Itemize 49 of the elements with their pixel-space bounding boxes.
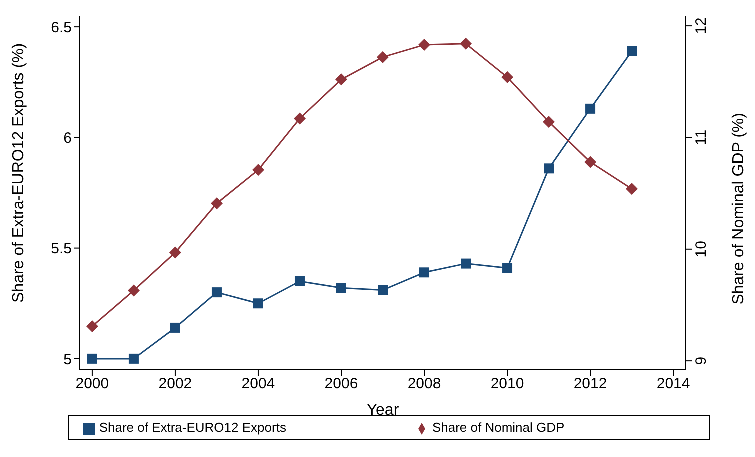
y2-axis-title: Share of Nominal GDP (%) — [730, 113, 748, 305]
y-axis-title: Share of Extra-EURO12 Exports (%) — [10, 43, 28, 303]
point — [128, 284, 140, 297]
y-tick-label: 6.5 — [51, 19, 72, 36]
point — [461, 258, 472, 269]
x-tick-label: 2006 — [324, 376, 358, 393]
x-tick-label: 2000 — [76, 376, 110, 393]
legend-label: Share of Extra-EURO12 Exports — [99, 420, 286, 435]
point — [627, 46, 638, 56]
x-tick-label: 2014 — [656, 376, 690, 393]
point — [502, 71, 514, 84]
point — [502, 263, 513, 274]
point — [210, 198, 223, 210]
y2-tick-label: 12 — [693, 18, 710, 34]
point — [420, 268, 430, 278]
point — [294, 112, 306, 125]
point — [626, 183, 638, 196]
point — [128, 354, 139, 364]
point — [336, 283, 346, 294]
x-axis-title: Year — [366, 402, 400, 419]
point — [544, 164, 554, 174]
x-tick-label: 2002 — [158, 376, 192, 393]
point — [294, 276, 305, 286]
point — [169, 246, 182, 259]
x-tick-label: 2004 — [242, 376, 276, 393]
point — [212, 288, 222, 298]
y2-tick-label: 9 — [693, 356, 710, 366]
point — [170, 322, 180, 333]
point — [252, 164, 264, 176]
point — [87, 354, 98, 364]
point — [460, 38, 472, 50]
point — [377, 51, 389, 64]
y-tick-label: 5.5 — [51, 240, 72, 258]
point — [378, 285, 388, 296]
point — [584, 156, 597, 168]
point — [418, 39, 431, 52]
point — [253, 298, 264, 309]
point — [543, 116, 556, 128]
x-tick-label: 2010 — [490, 376, 524, 393]
point — [335, 74, 348, 86]
y-tick-label: 5 — [64, 351, 72, 368]
point — [86, 320, 98, 332]
x-tick-label: 2012 — [574, 376, 608, 393]
point — [586, 104, 596, 114]
y2-tick-label: 11 — [693, 130, 710, 146]
legend-label: Share of Nominal GDP — [432, 420, 565, 435]
y-tick-label: 6 — [64, 130, 72, 148]
x-tick-label: 2008 — [408, 376, 442, 393]
y2-tick-label: 10 — [693, 241, 710, 258]
